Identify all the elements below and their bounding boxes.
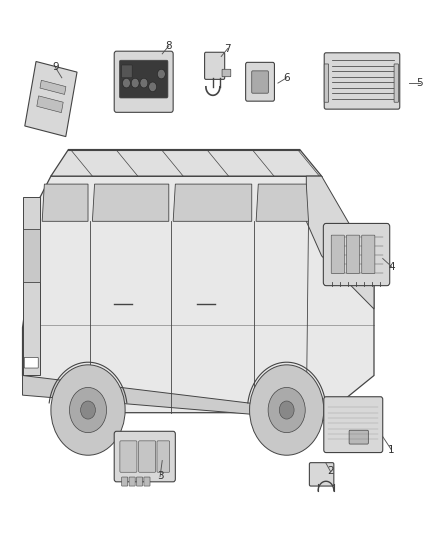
Circle shape <box>70 387 106 433</box>
FancyBboxPatch shape <box>122 65 132 78</box>
Polygon shape <box>22 176 374 413</box>
FancyBboxPatch shape <box>139 441 155 472</box>
FancyBboxPatch shape <box>114 51 173 112</box>
FancyBboxPatch shape <box>122 477 128 486</box>
Text: 2: 2 <box>327 466 334 476</box>
Polygon shape <box>51 150 321 176</box>
Text: 9: 9 <box>52 62 59 72</box>
FancyBboxPatch shape <box>252 71 268 93</box>
FancyBboxPatch shape <box>24 358 38 368</box>
FancyBboxPatch shape <box>324 64 328 102</box>
FancyBboxPatch shape <box>309 463 334 486</box>
Circle shape <box>51 365 125 455</box>
FancyBboxPatch shape <box>137 477 143 486</box>
FancyBboxPatch shape <box>346 235 360 273</box>
Circle shape <box>149 82 156 92</box>
FancyBboxPatch shape <box>349 430 368 444</box>
Polygon shape <box>256 184 308 221</box>
Circle shape <box>250 365 324 455</box>
Text: 6: 6 <box>283 73 290 83</box>
FancyBboxPatch shape <box>331 235 344 273</box>
Polygon shape <box>306 176 374 309</box>
Circle shape <box>279 401 294 419</box>
FancyBboxPatch shape <box>362 235 375 273</box>
FancyBboxPatch shape <box>129 477 135 486</box>
FancyBboxPatch shape <box>144 477 150 486</box>
Text: 1: 1 <box>388 445 395 455</box>
Text: 7: 7 <box>224 44 231 53</box>
FancyBboxPatch shape <box>246 62 275 101</box>
Circle shape <box>131 78 139 88</box>
FancyBboxPatch shape <box>114 431 175 482</box>
Polygon shape <box>22 229 40 282</box>
Polygon shape <box>92 184 169 221</box>
Circle shape <box>140 78 148 88</box>
Polygon shape <box>22 375 328 421</box>
Circle shape <box>81 401 95 419</box>
FancyBboxPatch shape <box>222 69 231 77</box>
Polygon shape <box>37 96 63 112</box>
Polygon shape <box>40 80 66 94</box>
Text: 8: 8 <box>166 41 172 51</box>
Polygon shape <box>25 61 77 136</box>
FancyBboxPatch shape <box>205 52 225 79</box>
Polygon shape <box>42 184 88 221</box>
Polygon shape <box>22 197 40 375</box>
Circle shape <box>157 69 165 79</box>
FancyBboxPatch shape <box>394 64 399 102</box>
Circle shape <box>268 387 305 433</box>
Text: 4: 4 <box>388 262 395 271</box>
FancyBboxPatch shape <box>324 397 383 453</box>
Text: 3: 3 <box>157 472 163 481</box>
Circle shape <box>123 78 131 88</box>
FancyBboxPatch shape <box>324 53 400 109</box>
FancyBboxPatch shape <box>120 441 137 472</box>
Polygon shape <box>173 184 252 221</box>
FancyBboxPatch shape <box>323 223 390 286</box>
Text: 5: 5 <box>417 78 423 88</box>
FancyBboxPatch shape <box>120 60 168 98</box>
FancyBboxPatch shape <box>157 441 170 472</box>
